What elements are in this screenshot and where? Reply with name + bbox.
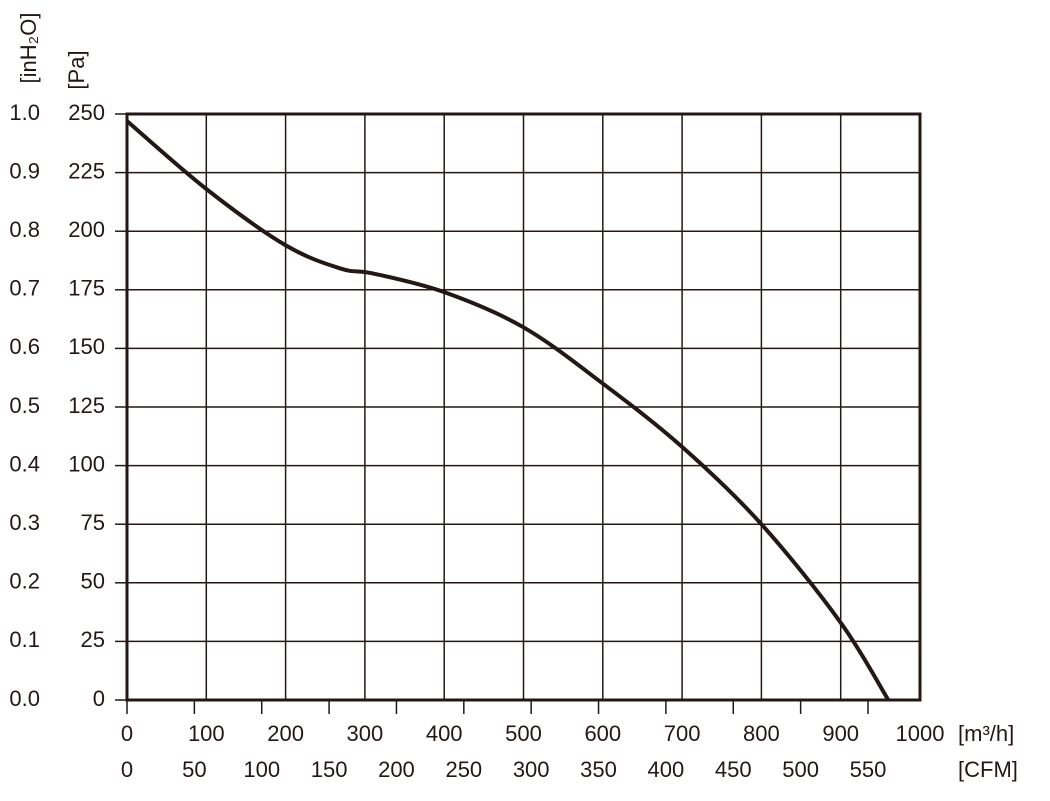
y2-tick-label: 0.2 bbox=[9, 569, 40, 594]
y-tick-label: 125 bbox=[68, 393, 105, 418]
y-tick-label: 150 bbox=[68, 334, 105, 359]
y2-axis-label: [inH₂O] bbox=[16, 13, 41, 84]
x2-tick-label: 200 bbox=[378, 757, 415, 782]
x2-tick-label: 250 bbox=[445, 757, 482, 782]
y2-tick-label: 0.7 bbox=[9, 276, 40, 301]
x2-axis-label: [CFM] bbox=[958, 757, 1018, 782]
x2-tick-label: 100 bbox=[243, 757, 280, 782]
y2-tick-label: 0.8 bbox=[9, 217, 40, 242]
x-tick-label: 600 bbox=[584, 721, 621, 746]
x2-tick-label: 550 bbox=[850, 757, 887, 782]
y2-tick-label: 0.9 bbox=[9, 158, 40, 183]
x2-tick-label: 0 bbox=[121, 757, 133, 782]
y-tick-label: 75 bbox=[81, 510, 105, 535]
fan-curve bbox=[125, 119, 890, 702]
x-tick-label: 1000 bbox=[896, 721, 945, 746]
y2-tick-label: 0.4 bbox=[9, 451, 40, 476]
x-tick-label: 300 bbox=[347, 721, 384, 746]
y2-tick-label: 0.0 bbox=[9, 686, 40, 711]
plot-border bbox=[125, 112, 922, 702]
y2-tick-label: 0.5 bbox=[9, 393, 40, 418]
x-tick-label: 200 bbox=[267, 721, 304, 746]
y-tick-label: 100 bbox=[68, 451, 105, 476]
x2-tick-label: 500 bbox=[782, 757, 819, 782]
y2-tick-label: 0.1 bbox=[9, 627, 40, 652]
x-tick-label: 700 bbox=[664, 721, 701, 746]
y-tick-label: 175 bbox=[68, 276, 105, 301]
x-tick-label: 500 bbox=[505, 721, 542, 746]
y-axis-label: [Pa] bbox=[64, 50, 89, 89]
x-tick-label: 400 bbox=[426, 721, 463, 746]
x2-tick-label: 50 bbox=[182, 757, 206, 782]
y2-tick-label: 0.3 bbox=[9, 510, 40, 535]
x-tick-label: 800 bbox=[743, 721, 780, 746]
x-tick-label: 900 bbox=[822, 721, 859, 746]
y-tick-label: 25 bbox=[81, 627, 105, 652]
y2-tick-label: 0.6 bbox=[9, 334, 40, 359]
x-axis-label: [m³/h] bbox=[958, 721, 1014, 746]
y-tick-label: 200 bbox=[68, 217, 105, 242]
y2-tick-label: 1.0 bbox=[9, 100, 40, 125]
y-tick-label: 250 bbox=[68, 100, 105, 125]
x-tick-label: 100 bbox=[188, 721, 225, 746]
x2-tick-label: 450 bbox=[715, 757, 752, 782]
x2-tick-label: 150 bbox=[311, 757, 348, 782]
y-tick-label: 50 bbox=[81, 569, 105, 594]
x2-tick-label: 300 bbox=[513, 757, 550, 782]
y-tick-label: 0 bbox=[93, 686, 105, 711]
x2-tick-label: 400 bbox=[648, 757, 685, 782]
x-tick-label: 0 bbox=[121, 721, 133, 746]
y-tick-label: 225 bbox=[68, 158, 105, 183]
x2-tick-label: 350 bbox=[580, 757, 617, 782]
